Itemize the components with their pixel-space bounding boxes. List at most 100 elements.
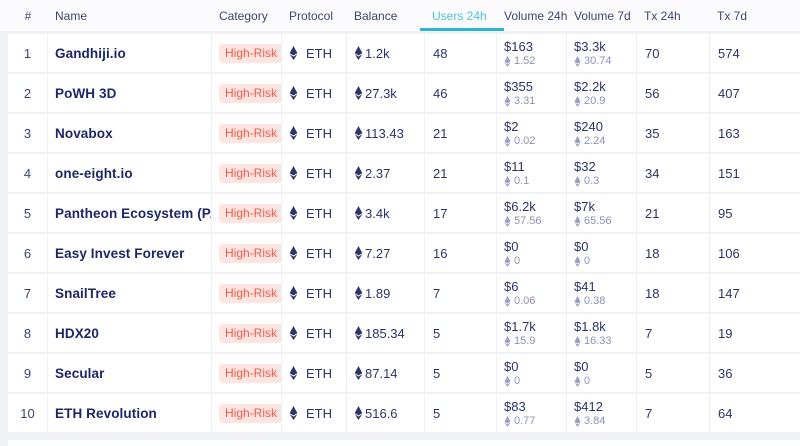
column-header-tx_7d[interactable]: Tx 7d — [710, 0, 800, 31]
protocol-label: ETH — [306, 325, 332, 341]
name-cell[interactable]: one-eight.io — [48, 154, 212, 192]
volume-24h-usd: $163 — [504, 39, 533, 54]
volume-24h-cell: $2 0.02 — [497, 114, 567, 152]
ethereum-icon — [354, 46, 363, 60]
column-header-tx_24h[interactable]: Tx 24h — [637, 0, 710, 31]
name-cell[interactable]: Pantheon Ecosystem (PAN) — [48, 194, 212, 232]
category-cell: High-Risk — [212, 154, 282, 192]
balance-cell: 185.34 — [347, 314, 425, 352]
volume-7d-cell: $32 0.3 — [567, 154, 637, 192]
tx-24h-cell: 5 — [637, 354, 710, 392]
dapp-name-link[interactable]: PoWH 3D — [55, 85, 117, 101]
table-row[interactable]: 9 Secular High-Risk ETH 87.14 5 $0 0 $0 — [8, 354, 800, 392]
rank-cell: 10 — [8, 394, 48, 432]
tx-24h-value: 34 — [645, 165, 660, 181]
volume-7d-eth-row: 3.84 — [574, 415, 605, 427]
table-row[interactable]: 5 Pantheon Ecosystem (PAN) High-Risk ETH… — [8, 194, 800, 232]
column-header-label: Tx 7d — [717, 8, 748, 23]
dapp-name-link[interactable]: Secular — [55, 365, 105, 381]
protocol-cell: ETH — [282, 234, 347, 272]
balance-value: 87.14 — [365, 365, 398, 381]
category-cell: High-Risk — [212, 354, 282, 392]
name-cell[interactable]: Gandhiji.io — [48, 34, 212, 72]
column-header-volume_7d[interactable]: Volume 7d — [567, 0, 637, 31]
dapp-name-link[interactable]: HDX20 — [55, 325, 100, 341]
column-header-balance[interactable]: Balance — [347, 0, 425, 31]
ethereum-icon — [574, 335, 581, 347]
tx-7d-cell: 407 — [710, 74, 800, 112]
volume-24h-eth-row: 0 — [504, 375, 520, 387]
balance-cell: 2.37 — [347, 154, 425, 192]
volume-7d-eth-row: 16.33 — [574, 335, 612, 347]
name-cell[interactable]: ETH Revolution — [48, 394, 212, 432]
table-row[interactable]: 4 one-eight.io High-Risk ETH 2.37 21 $11… — [8, 154, 800, 192]
volume-7d-eth: 20.9 — [584, 95, 606, 107]
ethereum-icon — [504, 95, 511, 107]
ethereum-icon — [289, 86, 298, 100]
volume-7d-eth-row: 0.3 — [574, 175, 599, 187]
dapp-name-link[interactable]: SnailTree — [55, 285, 116, 301]
name-cell[interactable]: HDX20 — [48, 314, 212, 352]
name-cell[interactable]: PoWH 3D — [48, 74, 212, 112]
ethereum-icon — [289, 166, 298, 180]
table-row[interactable]: 7 SnailTree High-Risk ETH 1.89 7 $6 0.06… — [8, 274, 800, 312]
volume-24h-eth-row: 1.52 — [504, 55, 535, 67]
category-badge: High-Risk — [219, 323, 281, 343]
column-header-name[interactable]: Name — [48, 0, 212, 31]
column-header-category[interactable]: Category — [212, 0, 282, 31]
dapp-name-link[interactable]: Novabox — [55, 125, 113, 141]
dapp-name-link[interactable]: ETH Revolution — [55, 405, 157, 421]
table-row[interactable]: 1 Gandhiji.io High-Risk ETH 1.2k 48 $163… — [8, 34, 800, 72]
ethereum-icon — [354, 246, 363, 260]
column-header-rank[interactable]: # — [8, 0, 48, 31]
ethereum-icon — [504, 175, 511, 187]
table-row[interactable]: 2 PoWH 3D High-Risk ETH 27.3k 46 $355 3.… — [8, 74, 800, 112]
users-24h-value: 7 — [433, 285, 441, 301]
tx-7d-value: 147 — [718, 285, 740, 301]
column-header-volume_24h[interactable]: Volume 24h — [497, 0, 567, 31]
column-header-label: Name — [55, 8, 88, 23]
table-row[interactable]: 8 HDX20 High-Risk ETH 185.34 5 $1.7k 15.… — [8, 314, 800, 352]
rank-cell: 3 — [8, 114, 48, 152]
name-cell[interactable]: Secular — [48, 354, 212, 392]
column-header-label: # — [24, 8, 32, 23]
tx-24h-cell: 7 — [637, 394, 710, 432]
rank-value: 7 — [23, 285, 32, 301]
column-header-label: Protocol — [289, 8, 334, 23]
category-cell: High-Risk — [212, 234, 282, 272]
volume-7d-eth-row: 65.56 — [574, 215, 612, 227]
category-cell: High-Risk — [212, 34, 282, 72]
table-row[interactable]: 10 ETH Revolution High-Risk ETH 516.6 5 … — [8, 394, 800, 432]
balance-value: 113.43 — [365, 125, 404, 141]
category-cell: High-Risk — [212, 74, 282, 112]
tx-24h-value: 56 — [645, 85, 660, 101]
volume-24h-eth-row: 57.56 — [504, 215, 542, 227]
table-row[interactable]: 3 Novabox High-Risk ETH 113.43 21 $2 0.0… — [8, 114, 800, 152]
balance-cell: 87.14 — [347, 354, 425, 392]
dapp-name-link[interactable]: one-eight.io — [55, 165, 133, 181]
name-cell[interactable]: Easy Invest Forever — [48, 234, 212, 272]
rank-cell: 1 — [8, 34, 48, 72]
dapp-name-link[interactable]: Pantheon Ecosystem (PAN) — [55, 205, 211, 221]
ethereum-icon — [574, 375, 581, 387]
volume-7d-cell: $41 0.38 — [567, 274, 637, 312]
volume-7d-usd: $7k — [574, 199, 595, 214]
name-cell[interactable]: Novabox — [48, 114, 212, 152]
volume-7d-cell: $7k 65.56 — [567, 194, 637, 232]
volume-7d-usd: $2.2k — [574, 79, 606, 94]
column-header-protocol[interactable]: Protocol — [282, 0, 347, 31]
protocol-cell: ETH — [282, 114, 347, 152]
users-24h-cell: 5 — [425, 314, 497, 352]
tx-24h-value: 18 — [645, 285, 660, 301]
name-cell[interactable]: SnailTree — [48, 274, 212, 312]
dapp-name-link[interactable]: Gandhiji.io — [55, 45, 126, 61]
ethereum-icon — [504, 375, 511, 387]
ethereum-icon — [574, 255, 581, 267]
dapp-name-link[interactable]: Easy Invest Forever — [55, 245, 185, 261]
column-header-users_24h[interactable]: Users 24h — [420, 0, 504, 31]
volume-24h-cell: $6 0.06 — [497, 274, 567, 312]
ethereum-icon — [289, 286, 298, 300]
rank-cell: 2 — [8, 74, 48, 112]
balance-cell: 1.2k — [347, 34, 425, 72]
table-row[interactable]: 6 Easy Invest Forever High-Risk ETH 7.27… — [8, 234, 800, 272]
